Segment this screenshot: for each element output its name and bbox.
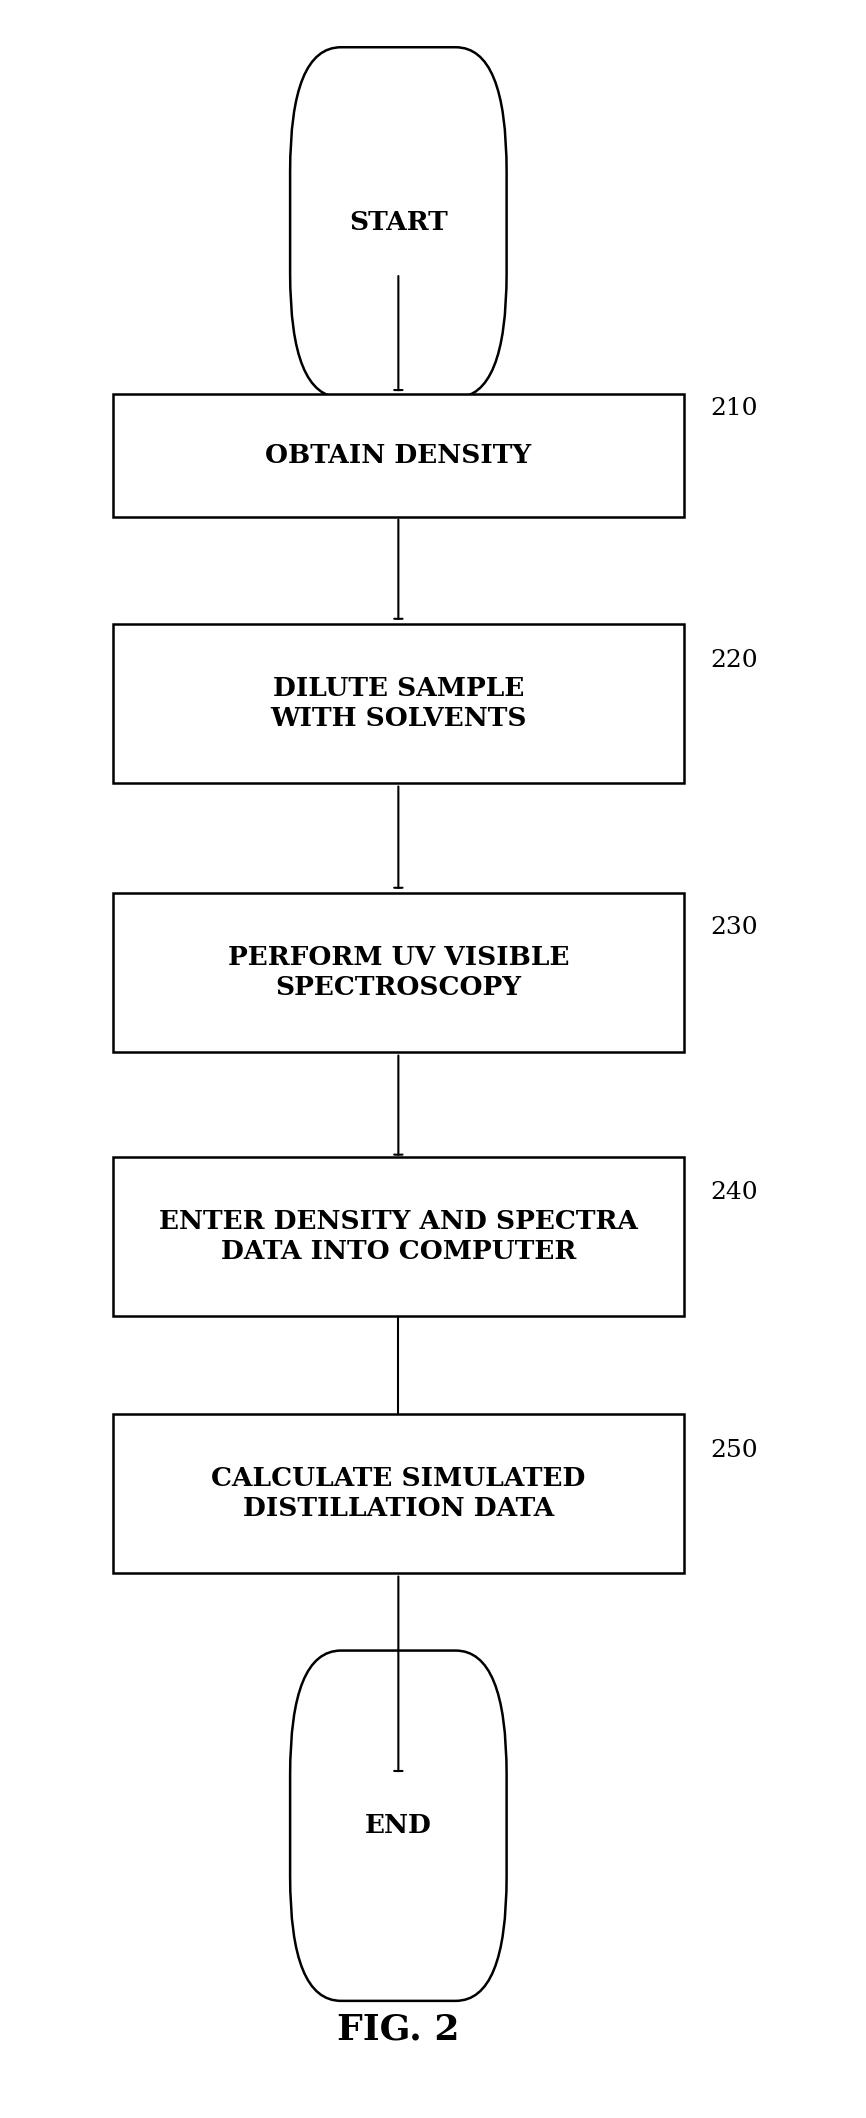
Text: END: END xyxy=(365,1813,432,1838)
Bar xyxy=(113,1415,684,1572)
Bar xyxy=(113,894,684,1051)
FancyBboxPatch shape xyxy=(290,47,507,398)
Text: ENTER DENSITY AND SPECTRA
DATA INTO COMPUTER: ENTER DENSITY AND SPECTRA DATA INTO COMP… xyxy=(159,1209,637,1264)
Text: START: START xyxy=(349,210,448,235)
Text: 240: 240 xyxy=(710,1182,758,1203)
Text: FIG. 2: FIG. 2 xyxy=(337,2012,460,2046)
Bar xyxy=(113,623,684,782)
Bar xyxy=(113,1156,684,1315)
Text: CALCULATE SIMULATED
DISTILLATION DATA: CALCULATE SIMULATED DISTILLATION DATA xyxy=(211,1466,585,1521)
Text: OBTAIN DENSITY: OBTAIN DENSITY xyxy=(265,443,532,468)
Text: 250: 250 xyxy=(710,1440,758,1461)
Text: DILUTE SAMPLE
WITH SOLVENTS: DILUTE SAMPLE WITH SOLVENTS xyxy=(270,676,527,731)
Bar xyxy=(113,394,684,517)
Text: 230: 230 xyxy=(710,917,758,938)
Text: 210: 210 xyxy=(710,398,758,419)
Text: 220: 220 xyxy=(710,650,758,671)
FancyBboxPatch shape xyxy=(290,1650,507,2002)
Text: PERFORM UV VISIBLE
SPECTROSCOPY: PERFORM UV VISIBLE SPECTROSCOPY xyxy=(228,945,569,1000)
